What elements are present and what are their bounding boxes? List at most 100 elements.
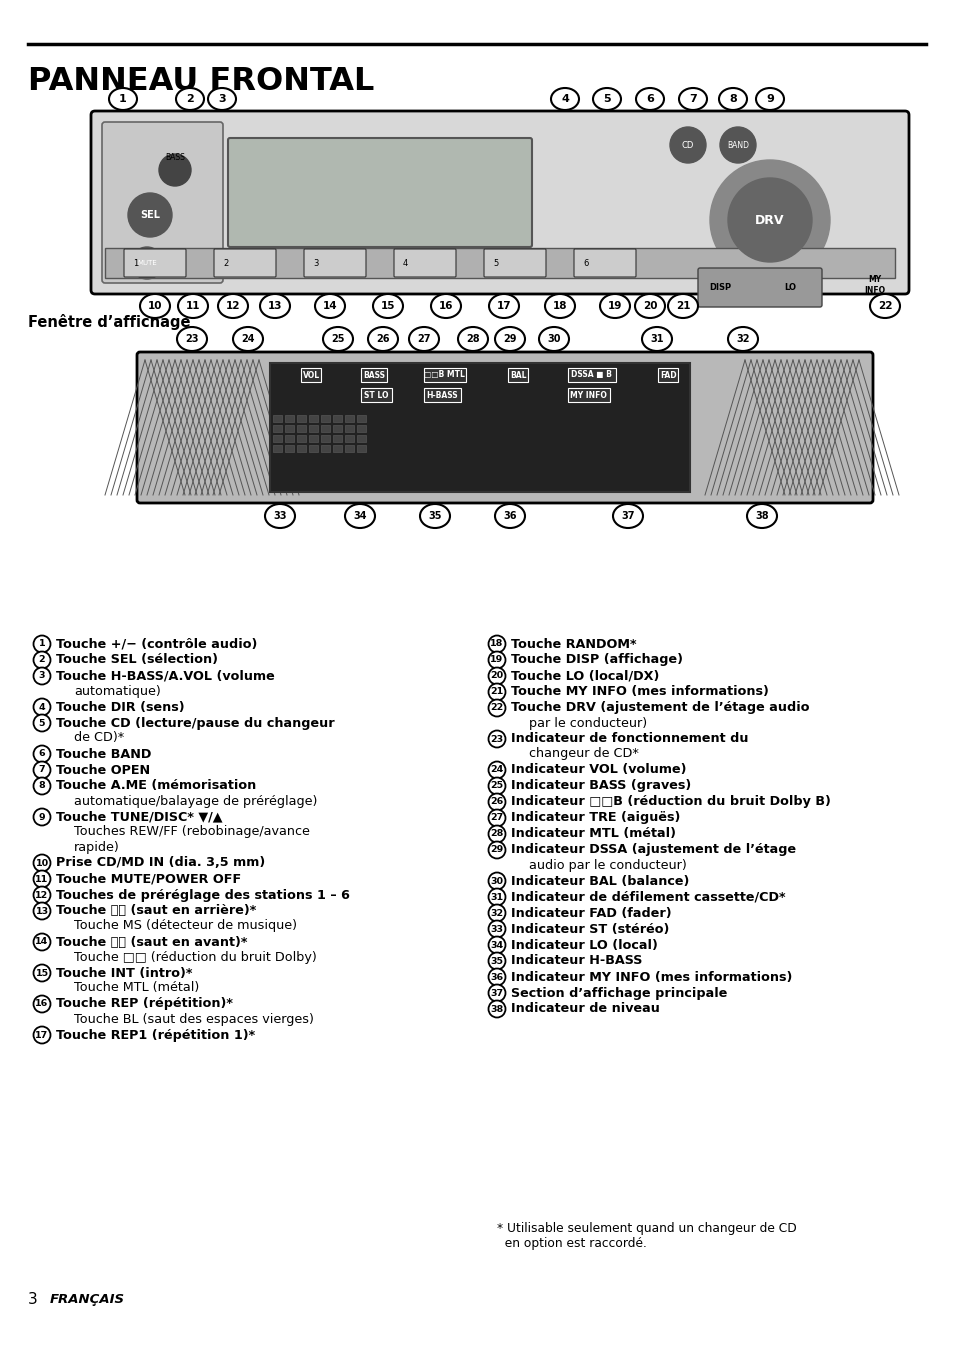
Text: 38: 38	[755, 511, 768, 521]
Text: 27: 27	[490, 813, 503, 822]
Text: Touche DRV (ajustement de l’étage audio: Touche DRV (ajustement de l’étage audio	[511, 701, 809, 715]
Text: 32: 32	[490, 909, 503, 918]
Text: FAD: FAD	[659, 370, 676, 380]
Circle shape	[488, 635, 505, 653]
Text: Indicateur de fonctionnement du: Indicateur de fonctionnement du	[511, 732, 748, 746]
Text: Touche ⏮⏮ (saut en arrière)*: Touche ⏮⏮ (saut en arrière)*	[56, 905, 256, 918]
Circle shape	[488, 1000, 505, 1018]
Text: 4: 4	[39, 703, 45, 712]
Text: Indicateur ST (stéréo): Indicateur ST (stéréo)	[511, 922, 669, 935]
Circle shape	[720, 127, 755, 163]
Text: 16: 16	[438, 302, 453, 311]
Bar	[333, 425, 341, 432]
Circle shape	[33, 887, 51, 903]
Text: Indicateur de niveau: Indicateur de niveau	[511, 1003, 659, 1015]
Circle shape	[33, 871, 51, 887]
Text: 38: 38	[490, 1004, 503, 1014]
Ellipse shape	[323, 327, 353, 351]
Circle shape	[131, 248, 163, 279]
Ellipse shape	[218, 293, 248, 318]
Bar	[270, 363, 689, 493]
Text: 23: 23	[185, 334, 198, 345]
FancyBboxPatch shape	[567, 388, 610, 402]
Ellipse shape	[869, 293, 899, 318]
Text: 1: 1	[119, 94, 127, 104]
Text: 5: 5	[39, 719, 45, 727]
Circle shape	[33, 903, 51, 919]
Circle shape	[33, 855, 51, 871]
Text: 24: 24	[241, 334, 254, 345]
Text: 13: 13	[35, 906, 49, 915]
Text: DRV: DRV	[755, 214, 784, 226]
Ellipse shape	[495, 327, 524, 351]
Text: 2: 2	[223, 258, 228, 268]
Bar	[320, 446, 330, 452]
Circle shape	[488, 969, 505, 985]
Circle shape	[488, 684, 505, 700]
Text: Touche RANDOM*: Touche RANDOM*	[511, 638, 636, 650]
Text: VOL: VOL	[302, 370, 319, 380]
Text: SEL: SEL	[140, 210, 160, 219]
FancyBboxPatch shape	[507, 367, 528, 382]
Circle shape	[33, 778, 51, 794]
Text: MY
INFO: MY INFO	[863, 276, 884, 295]
Text: 14: 14	[35, 938, 49, 946]
Text: 20: 20	[642, 302, 657, 311]
Text: Touche □□ (réduction du bruit Dolby): Touche □□ (réduction du bruit Dolby)	[74, 950, 316, 964]
Text: Indicateur TRE (aiguës): Indicateur TRE (aiguës)	[511, 812, 679, 825]
Text: 22: 22	[877, 302, 891, 311]
FancyBboxPatch shape	[360, 367, 387, 382]
Text: 20: 20	[490, 672, 503, 681]
FancyBboxPatch shape	[574, 249, 636, 277]
Text: 11: 11	[35, 875, 49, 883]
Text: 27: 27	[416, 334, 431, 345]
FancyBboxPatch shape	[304, 249, 366, 277]
Bar	[333, 435, 341, 441]
Text: 17: 17	[35, 1031, 49, 1039]
Text: Touches de préréglage des stations 1 – 6: Touches de préréglage des stations 1 – 6	[56, 888, 350, 902]
Text: 33: 33	[490, 925, 503, 934]
Text: Indicateur DSSA (ajustement de l’étage: Indicateur DSSA (ajustement de l’étage	[511, 844, 796, 856]
Text: 23: 23	[490, 735, 503, 743]
Circle shape	[33, 715, 51, 731]
Text: 37: 37	[490, 988, 503, 997]
Text: changeur de CD*: changeur de CD*	[529, 747, 639, 760]
Text: Indicateur MTL (métal): Indicateur MTL (métal)	[511, 828, 676, 840]
Bar	[333, 415, 341, 423]
Text: 11: 11	[186, 302, 200, 311]
Ellipse shape	[419, 503, 450, 528]
Text: 4: 4	[402, 258, 408, 268]
Ellipse shape	[727, 327, 758, 351]
Ellipse shape	[368, 327, 397, 351]
Text: 12: 12	[35, 891, 49, 899]
Text: 8: 8	[728, 94, 736, 104]
Text: Prise CD/MD IN (dia. 3,5 mm): Prise CD/MD IN (dia. 3,5 mm)	[56, 856, 265, 870]
Text: 34: 34	[490, 941, 503, 949]
Text: Indicateur VOL (volume): Indicateur VOL (volume)	[511, 763, 686, 777]
Circle shape	[488, 921, 505, 938]
FancyBboxPatch shape	[483, 249, 545, 277]
Text: * Utilisable seulement quand un changeur de CD
  en option est raccordé.: * Utilisable seulement quand un changeur…	[497, 1222, 796, 1250]
Ellipse shape	[140, 293, 170, 318]
Bar	[285, 446, 294, 452]
Circle shape	[488, 937, 505, 953]
Text: Touche DISP (affichage): Touche DISP (affichage)	[511, 654, 682, 666]
Bar	[273, 425, 282, 432]
Text: 29: 29	[503, 334, 517, 345]
Ellipse shape	[457, 327, 488, 351]
Text: 25: 25	[331, 334, 344, 345]
Circle shape	[33, 635, 51, 653]
Text: 3: 3	[313, 258, 318, 268]
FancyBboxPatch shape	[698, 268, 821, 307]
Bar	[320, 425, 330, 432]
Ellipse shape	[233, 327, 263, 351]
Bar	[356, 446, 366, 452]
Text: 25: 25	[490, 782, 503, 790]
Text: 7: 7	[688, 94, 696, 104]
Ellipse shape	[345, 503, 375, 528]
Bar	[333, 446, 341, 452]
Text: 16: 16	[35, 1000, 49, 1008]
Bar	[356, 435, 366, 441]
Text: 1: 1	[39, 639, 45, 649]
FancyBboxPatch shape	[423, 367, 466, 382]
